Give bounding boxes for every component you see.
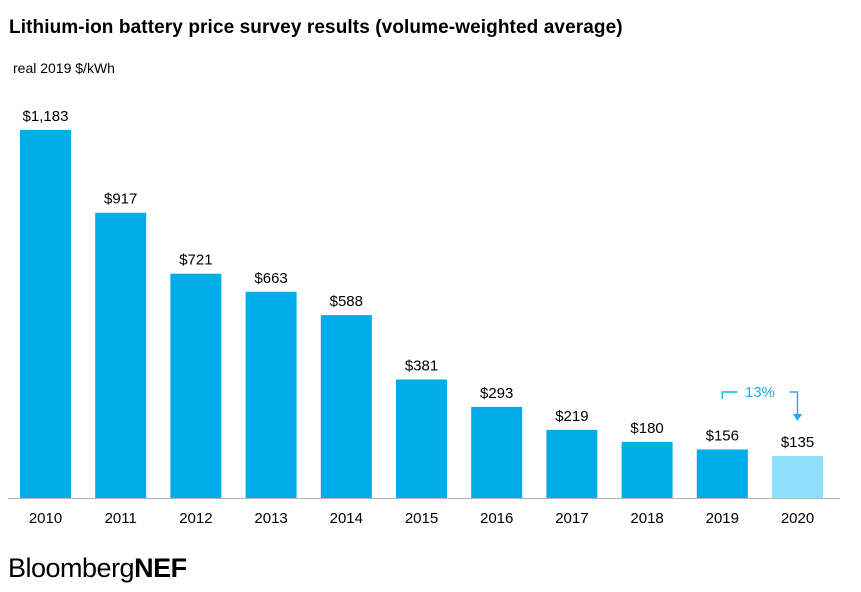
- bar-2010: [20, 130, 71, 498]
- bar-2011: [95, 212, 147, 499]
- data-label-2014: $588: [330, 293, 363, 310]
- bar-2012: [170, 273, 222, 498]
- logo-text-bloomberg: Bloomberg: [8, 553, 135, 583]
- x-tick-label-2012: 2012: [179, 510, 212, 527]
- x-tick-label-2013: 2013: [254, 510, 287, 527]
- annotation-bracket-left: [721, 391, 738, 399]
- bar-2013: [245, 291, 297, 498]
- data-label-2013: $663: [254, 270, 287, 287]
- data-label-2020: $135: [781, 434, 814, 451]
- data-label-2019: $156: [706, 427, 739, 444]
- bar-2014: [320, 315, 372, 498]
- data-label-2016: $293: [480, 385, 513, 402]
- x-tick-label-2010: 2010: [29, 510, 62, 527]
- annotation-bracket-right: [789, 391, 799, 417]
- annotation-arrowhead: [793, 414, 802, 421]
- bar-2016: [471, 406, 523, 498]
- x-tick-label-2014: 2014: [330, 510, 363, 527]
- data-label-2010: $1,183: [23, 108, 69, 125]
- bar-2020: [772, 456, 823, 498]
- y-axis-unit-label: real 2019 $/kWh: [13, 60, 115, 76]
- chart-title: Lithium-ion battery price survey results…: [9, 17, 623, 38]
- data-label-2017: $219: [555, 408, 588, 425]
- annotation-percent-label: 13%: [745, 384, 775, 401]
- bloombergnef-logo: BloombergNEF: [8, 553, 187, 584]
- data-label-2011: $917: [104, 191, 137, 208]
- x-tick-label-2011: 2011: [105, 510, 137, 527]
- data-label-2012: $721: [179, 252, 212, 269]
- bar-2015: [396, 379, 447, 498]
- bar-2019: [696, 449, 748, 498]
- data-label-2018: $180: [630, 420, 663, 437]
- data-label-2015: $381: [405, 357, 438, 374]
- x-tick-label-2017: 2017: [555, 510, 588, 527]
- x-tick-label-2018: 2018: [630, 510, 663, 527]
- x-tick-label-2019: 2019: [706, 510, 739, 527]
- x-tick-label-2016: 2016: [480, 510, 513, 527]
- logo-text-nef: NEF: [134, 553, 187, 583]
- bar-2018: [621, 442, 673, 498]
- x-tick-label-2015: 2015: [405, 510, 438, 527]
- x-tick-label-2020: 2020: [781, 510, 814, 527]
- bar-2017: [546, 429, 598, 498]
